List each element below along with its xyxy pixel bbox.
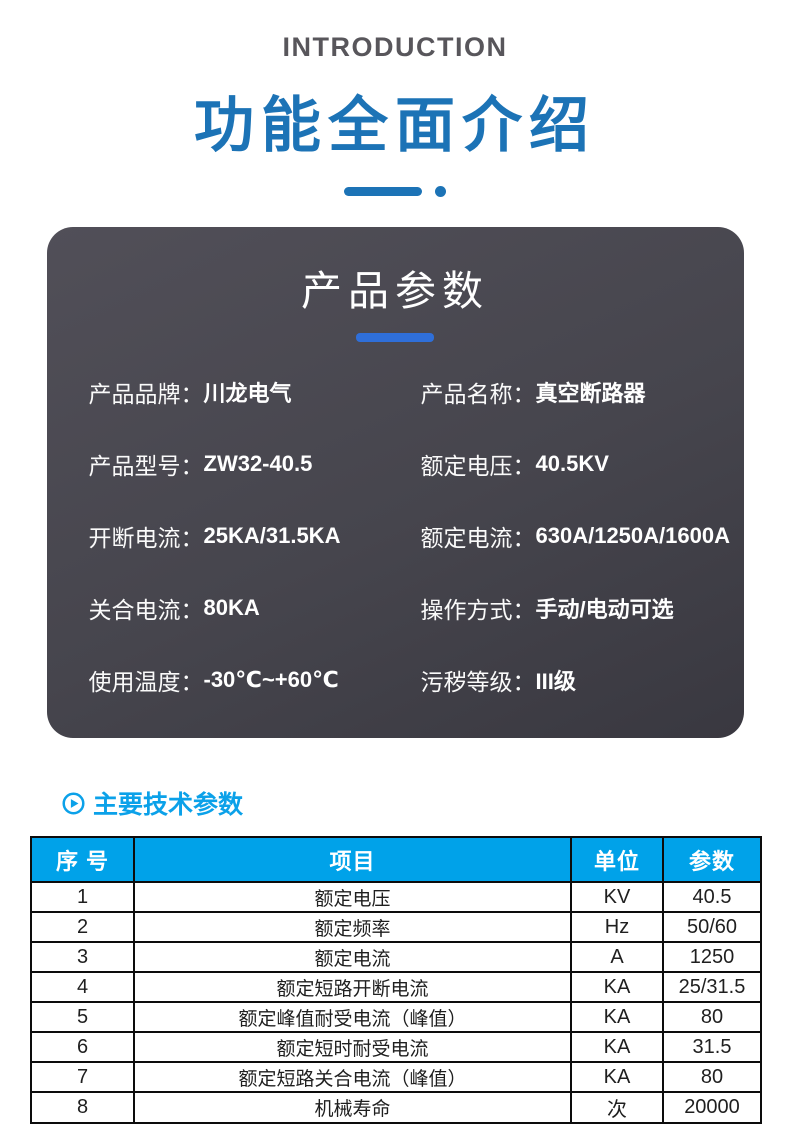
spec-value: 40.5KV [535,451,609,476]
cell-no: 7 [30,1061,135,1093]
cell-item: 额定电压 [133,881,572,913]
table-row: 6 额定短时耐受电流 KA 31.5 [30,1031,762,1063]
cell-value: 50/60 [662,911,762,943]
card-title: 产品参数 [301,268,489,314]
spec-label: 额定电压： [420,453,536,479]
product-parameters-card: 产品参数 产品品牌： 川龙电气 产品名称： 真空断路器 产品型号： ZW32-40.5… [46,227,744,738]
spec-item: 额定电流： 630A/1250A/1600A [421,500,744,572]
spec-label: 产品型号： [88,453,204,479]
cell-no: 5 [30,1001,135,1033]
spec-item: 污秽等级： III级 [421,644,744,716]
spec-value: 25KA/31.5KA [203,523,341,548]
spec-value: 真空断路器 [535,381,646,406]
table-row: 3 额定电流 A 1250 [30,941,762,973]
cell-no: 3 [30,941,135,973]
spec-item: 产品名称： 真空断路器 [421,356,744,428]
spec-label: 污秽等级： [420,669,536,695]
tech-parameters-heading: 主要技术参数 [62,785,790,821]
cell-item: 额定短时耐受电流 [133,1031,572,1063]
decoration-dot [435,186,446,197]
cell-unit: A [570,941,664,973]
col-header-value: 参数 [662,836,762,883]
spec-label: 操作方式： [420,597,536,623]
cell-item: 额定电流 [133,941,572,973]
table-row: 2 额定频率 Hz 50/60 [30,911,762,943]
spec-label: 额定电流： [420,525,536,551]
spec-item: 开断电流： 25KA/31.5KA [89,500,421,572]
cell-value: 31.5 [662,1031,762,1063]
spec-label: 产品名称： [420,381,536,407]
spec-item: 产品型号： ZW32-40.5 [89,428,421,500]
spec-item: 产品品牌： 川龙电气 [89,356,421,428]
spec-item: 使用温度： -30℃~+60℃ [89,644,421,716]
specs-grid: 产品品牌： 川龙电气 产品名称： 真空断路器 产品型号： ZW32-40.5 额定电压… [89,356,744,716]
section-eyebrow: INTRODUCTION [282,32,508,62]
spec-value: -30℃~+60℃ [203,667,339,692]
cell-value: 1250 [662,941,762,973]
col-header-no: 序 号 [30,836,135,883]
decoration-bar [344,187,422,196]
table-row: 7 额定短路关合电流（峰值） KA 80 [30,1061,762,1093]
spec-value: 手动/电动可选 [535,597,674,622]
cell-no: 6 [30,1031,135,1063]
table-row: 4 额定短路开断电流 KA 25/31.5 [30,971,762,1003]
spec-value: 80KA [203,595,260,620]
cell-item: 额定短路开断电流 [133,971,572,1003]
spec-value: 川龙电气 [203,381,292,406]
spec-label: 产品品牌： [88,381,204,407]
title-decoration [0,186,790,197]
cell-unit: KV [570,881,664,913]
cell-unit: KA [570,1061,664,1093]
table-header-row: 序 号 项目 单位 参数 [30,836,762,883]
cell-value: 25/31.5 [662,971,762,1003]
cell-no: 4 [30,971,135,1003]
spec-value: ZW32-40.5 [203,451,313,476]
table-row: 5 额定峰值耐受电流（峰值） KA 80 [30,1001,762,1033]
cell-no: 2 [30,911,135,943]
card-title-underline [356,333,434,342]
spec-label: 使用温度： [88,669,204,695]
cell-item: 额定峰值耐受电流（峰值） [133,1001,572,1033]
cell-unit: KA [570,1031,664,1063]
spec-label: 关合电流： [88,597,204,623]
page-title: 功能全面介绍 [194,92,596,159]
spec-value: 630A/1250A/1600A [535,523,730,548]
cell-no: 1 [30,881,135,913]
col-header-unit: 单位 [570,836,664,883]
tech-parameters-table: 序 号 项目 单位 参数 1 额定电压 KV 40.5 2 额定频率 Hz 50… [30,836,762,1124]
cell-unit: Hz [570,911,664,943]
cell-unit: KA [570,971,664,1003]
table-row: 1 额定电压 KV 40.5 [30,881,762,913]
cell-unit: KA [570,1001,664,1033]
col-header-item: 项目 [133,836,572,883]
spec-item: 关合电流： 80KA [89,572,421,644]
cell-value: 80 [662,1001,762,1033]
cell-item: 额定频率 [133,911,572,943]
spec-label: 开断电流： [88,525,204,551]
spec-item: 操作方式： 手动/电动可选 [421,572,744,644]
cell-value: 80 [662,1061,762,1093]
cell-item: 额定短路关合电流（峰值） [133,1061,572,1093]
cell-value: 40.5 [662,881,762,913]
tech-heading-label: 主要技术参数 [93,791,244,819]
circle-play-icon [62,791,85,815]
spec-value: III级 [535,669,576,694]
spec-item: 额定电压： 40.5KV [421,428,744,500]
